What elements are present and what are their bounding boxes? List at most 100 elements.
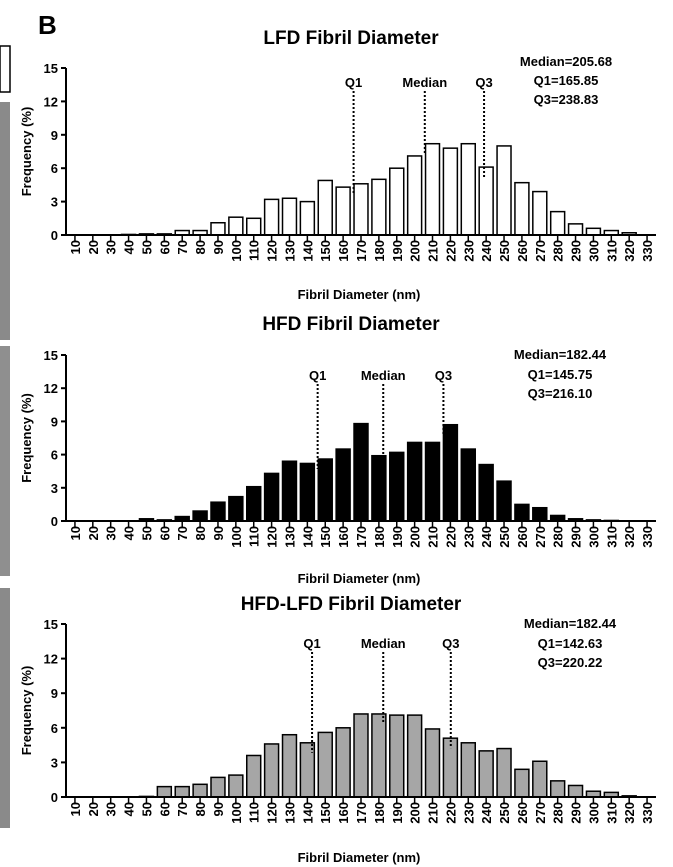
x-tick-label: 70	[175, 240, 190, 254]
bar-70	[174, 785, 190, 798]
x-tick-label: 250	[497, 526, 512, 548]
bar-220	[442, 737, 459, 798]
bar-290	[567, 784, 584, 798]
panel-letter: B	[38, 10, 57, 40]
x-axis-label: Fibril Diameter (nm)	[298, 287, 421, 302]
chart-title: LFD Fibril Diameter	[263, 28, 439, 49]
x-tick-label: 10	[68, 526, 83, 540]
y-tick-label: 9	[51, 128, 58, 143]
stat-median: Median=182.44	[514, 347, 607, 362]
x-axis-label: Fibril Diameter (nm)	[298, 571, 421, 586]
x-tick-label: 20	[86, 526, 101, 540]
y-tick-label: 6	[51, 721, 58, 736]
x-tick-label: 110	[247, 240, 262, 261]
neighbor-image-strip-2	[0, 346, 10, 576]
x-axis-label: Fibril Diameter (nm)	[298, 850, 421, 865]
x-tick-label: 110	[247, 802, 262, 823]
x-tick-label: 260	[515, 526, 530, 548]
bar-120	[263, 743, 280, 798]
x-tick-label: 40	[122, 526, 137, 540]
bar-250	[496, 747, 512, 798]
bar-140	[299, 742, 316, 798]
y-tick-label: 0	[51, 790, 58, 805]
chart-hfd-lfd: HFD-LFD Fibril Diameter Median=182.44 Q1=1…	[19, 594, 656, 865]
bar-120	[263, 198, 280, 236]
x-tick-label: 100	[229, 526, 244, 548]
bar-200	[406, 714, 423, 798]
y-tick-label: 6	[51, 161, 58, 176]
x-tick-label: 210	[426, 802, 441, 824]
x-tick-label: 10	[68, 240, 83, 254]
bar-280	[549, 210, 566, 236]
bar-270	[532, 506, 548, 522]
x-tick-label: 230	[461, 526, 476, 548]
x-tick-label: 310	[604, 526, 619, 548]
bar-200	[406, 441, 423, 522]
neighbor-image-strip-1	[0, 102, 10, 340]
bar-190	[389, 167, 405, 236]
bar-90	[210, 776, 226, 798]
x-tick-label: 80	[193, 240, 208, 254]
bar-100	[228, 495, 244, 522]
x-tick-label: 90	[211, 802, 226, 816]
marker-label-q1: Q1	[309, 368, 326, 383]
bar-180	[371, 713, 387, 798]
neighbor-image-strip-3	[0, 588, 10, 828]
x-tick-label: 20	[86, 802, 101, 816]
x-tick-label: 160	[336, 526, 351, 548]
bar-300	[585, 227, 602, 236]
bar-160	[335, 186, 351, 236]
bar-60	[156, 785, 173, 798]
x-tick-label: 90	[211, 526, 226, 540]
x-tick-label: 80	[193, 526, 208, 540]
x-tick-label: 160	[336, 802, 351, 824]
x-tick-label: 250	[497, 802, 512, 824]
x-tick-label: 320	[622, 802, 637, 824]
bar-140	[299, 200, 316, 236]
x-tick-label: 270	[533, 240, 548, 262]
x-tick-label: 190	[390, 240, 405, 262]
bar-80	[192, 510, 208, 522]
y-tick-label: 15	[44, 617, 58, 632]
bar-200	[406, 155, 423, 236]
x-tick-label: 30	[104, 526, 119, 540]
stat-median: Median=182.44	[524, 616, 617, 631]
x-tick-label: 230	[461, 240, 476, 262]
bar-110	[246, 217, 262, 236]
y-tick-label: 9	[51, 686, 58, 701]
y-tick-label: 15	[44, 61, 58, 76]
stat-q3: Q3=220.22	[538, 655, 603, 670]
x-tick-label: 180	[372, 240, 387, 262]
y-tick-label: 3	[51, 755, 58, 770]
x-tick-label: 50	[139, 802, 154, 816]
y-axis-label: Frequency (%)	[19, 393, 34, 483]
x-tick-label: 110	[247, 526, 262, 547]
x-tick-label: 150	[318, 240, 333, 262]
y-axis-label: Frequency (%)	[19, 107, 34, 197]
y-tick-label: 12	[44, 652, 58, 667]
x-tick-label: 60	[157, 802, 172, 816]
x-tick-label: 30	[104, 802, 119, 816]
x-tick-label: 200	[408, 802, 423, 824]
x-tick-label: 210	[426, 240, 441, 262]
bar-250	[496, 480, 512, 522]
bar-150	[317, 458, 333, 522]
bar-190	[389, 714, 405, 798]
x-tick-label: 260	[515, 240, 530, 262]
x-tick-label: 310	[604, 240, 619, 262]
stat-median: Median=205.68	[520, 54, 612, 69]
bar-120	[263, 472, 280, 522]
marker-label-q3: Q3	[475, 75, 492, 90]
x-tick-label: 200	[408, 240, 423, 262]
x-tick-label: 150	[318, 526, 333, 548]
stat-q3: Q3=238.83	[534, 92, 599, 107]
bar-270	[532, 760, 548, 798]
x-tick-label: 180	[372, 802, 387, 824]
x-tick-label: 220	[443, 802, 458, 824]
x-tick-label: 220	[443, 240, 458, 262]
x-tick-label: 290	[569, 240, 584, 262]
marker-label-q1: Q1	[345, 75, 362, 90]
x-tick-label: 280	[551, 802, 566, 824]
bar-260	[514, 503, 530, 522]
